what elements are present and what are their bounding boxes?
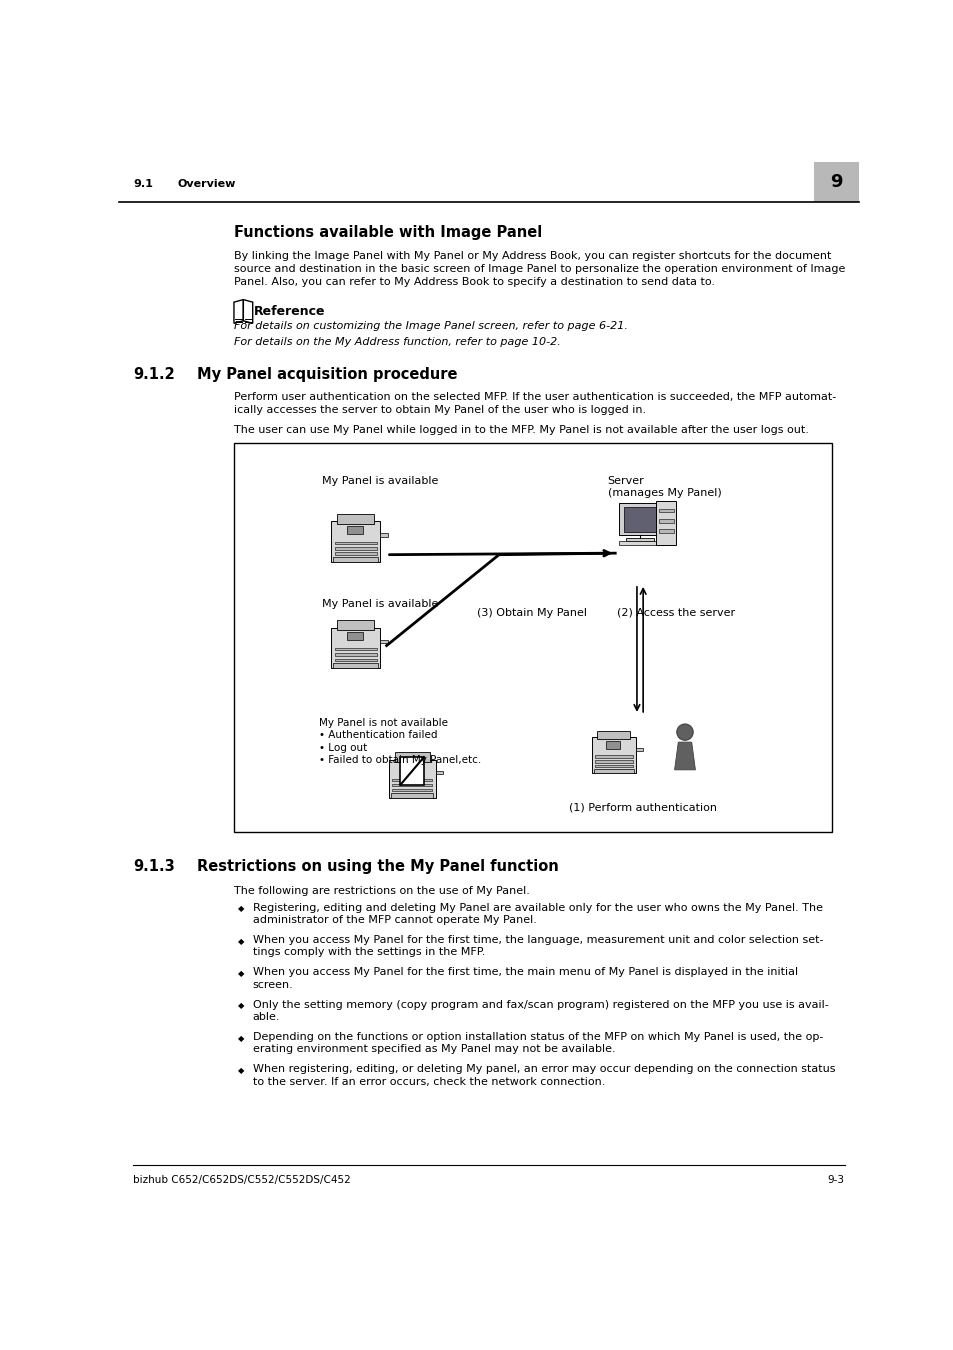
Text: ◆: ◆ [238,937,245,945]
Bar [380,533,388,537]
Bar [623,506,656,532]
Text: screen.: screen. [253,980,293,990]
Text: Restrictions on using the My Panel function: Restrictions on using the My Panel funct… [196,859,558,873]
Text: source and destination in the basic screen of Image Panel to personalize the ope: source and destination in the basic scre… [233,263,844,274]
Text: (1) Perform authentication: (1) Perform authentication [568,803,716,813]
Bar [389,760,436,798]
Text: The following are restrictions on the use of My Panel.: The following are restrictions on the us… [233,886,529,896]
Text: Overview: Overview [177,178,235,189]
Bar [618,504,660,536]
Text: Only the setting memory (copy program and fax/scan program) registered on the MF: Only the setting memory (copy program an… [253,1000,827,1010]
Bar [335,659,376,662]
Bar [335,648,376,651]
Bar [336,514,374,524]
Text: 9.1.2: 9.1.2 [133,367,174,382]
Text: The user can use My Panel while logged in to the MFP. My Panel is not available : The user can use My Panel while logged i… [233,424,808,435]
Text: (manages My Panel): (manages My Panel) [607,487,720,498]
Bar [595,760,632,763]
Text: Registering, editing and deleting My Panel are available only for the user who o: Registering, editing and deleting My Pan… [253,903,821,913]
Text: When you access My Panel for the first time, the language, measurement unit and : When you access My Panel for the first t… [253,936,822,945]
Text: ◆: ◆ [238,1002,245,1010]
Text: For details on customizing the Image Panel screen, refer to page 6-21.: For details on customizing the Image Pan… [233,320,627,331]
Bar [636,748,642,752]
Bar [625,537,654,540]
Text: 9.1.3: 9.1.3 [133,859,174,873]
Text: My Panel is available: My Panel is available [322,477,438,486]
Text: Reference: Reference [253,305,325,319]
Bar [593,769,633,774]
Bar [658,518,673,522]
Text: Server: Server [607,477,643,486]
Text: to the server. If an error occurs, check the network connection.: to the server. If an error occurs, check… [253,1077,604,1087]
Bar [233,443,831,832]
Polygon shape [674,743,695,770]
Bar [392,783,432,786]
Text: ◆: ◆ [238,969,245,977]
Bar [336,620,374,630]
Text: • Failed to obtain My Panel,etc.: • Failed to obtain My Panel,etc. [319,755,481,765]
Text: tings comply with the settings in the MFP.: tings comply with the settings in the MF… [253,948,484,957]
Text: My Panel is not available: My Panel is not available [319,718,448,728]
Bar [335,547,376,549]
Text: 9-3: 9-3 [827,1176,843,1185]
Bar [392,788,432,791]
Text: My Panel acquisition procedure: My Panel acquisition procedure [196,367,456,382]
Bar [658,529,673,533]
Bar [331,521,380,562]
Text: For details on the My Address function, refer to page 10-2.: For details on the My Address function, … [233,336,560,347]
Bar [658,509,673,513]
Text: able.: able. [253,1012,280,1022]
Bar [335,653,376,656]
Text: When registering, editing, or deleting My panel, an error may occur depending on: When registering, editing, or deleting M… [253,1064,834,1075]
Bar [395,752,430,761]
Text: • Log out: • Log out [319,743,367,752]
Text: • Authentication failed: • Authentication failed [319,730,437,740]
Bar [595,756,632,757]
Text: bizhub C652/C652DS/C552/C552DS/C452: bizhub C652/C652DS/C552/C552DS/C452 [133,1176,351,1185]
Text: Depending on the functions or option installation status of the MFP on which My : Depending on the functions or option ins… [253,1033,822,1042]
Text: erating environment specified as My Panel may not be available.: erating environment specified as My Pane… [253,1045,615,1054]
Bar [605,741,619,748]
Bar [347,632,363,640]
Bar [335,552,376,555]
Text: 9.1: 9.1 [133,178,152,189]
Bar [595,765,632,767]
Bar [597,730,630,740]
Text: ◆: ◆ [238,904,245,914]
Bar [400,757,423,784]
Text: 9: 9 [829,173,841,190]
Text: administrator of the MFP cannot operate My Panel.: administrator of the MFP cannot operate … [253,915,536,925]
Bar [591,737,636,774]
Bar [618,540,658,544]
Bar [403,764,418,771]
Bar [392,779,432,782]
Text: My Panel is available: My Panel is available [322,599,438,609]
Bar [335,541,376,544]
Bar [380,640,388,644]
Bar [331,628,380,668]
Text: By linking the Image Panel with My Panel or My Address Book, you can register sh: By linking the Image Panel with My Panel… [233,251,830,261]
Text: Perform user authentication on the selected MFP. If the user authentication is s: Perform user authentication on the selec… [233,393,836,402]
Bar [347,526,363,535]
Text: ically accesses the server to obtain My Panel of the user who is logged in.: ically accesses the server to obtain My … [233,405,645,416]
Bar [656,501,675,544]
Text: Panel. Also, you can refer to My Address Book to specify a destination to send d: Panel. Also, you can refer to My Address… [233,277,714,286]
Text: (3) Obtain My Panel: (3) Obtain My Panel [476,608,587,618]
Bar [391,794,433,798]
Bar [436,771,443,775]
Bar [333,663,377,668]
Text: ◆: ◆ [238,1034,245,1042]
Bar [333,558,377,562]
Bar [813,162,858,202]
Text: Functions available with Image Panel: Functions available with Image Panel [233,225,541,240]
Circle shape [676,724,693,740]
Text: When you access My Panel for the first time, the main menu of My Panel is displa: When you access My Panel for the first t… [253,968,797,977]
Text: ◆: ◆ [238,1066,245,1075]
Text: (2) Access the server: (2) Access the server [617,608,734,618]
